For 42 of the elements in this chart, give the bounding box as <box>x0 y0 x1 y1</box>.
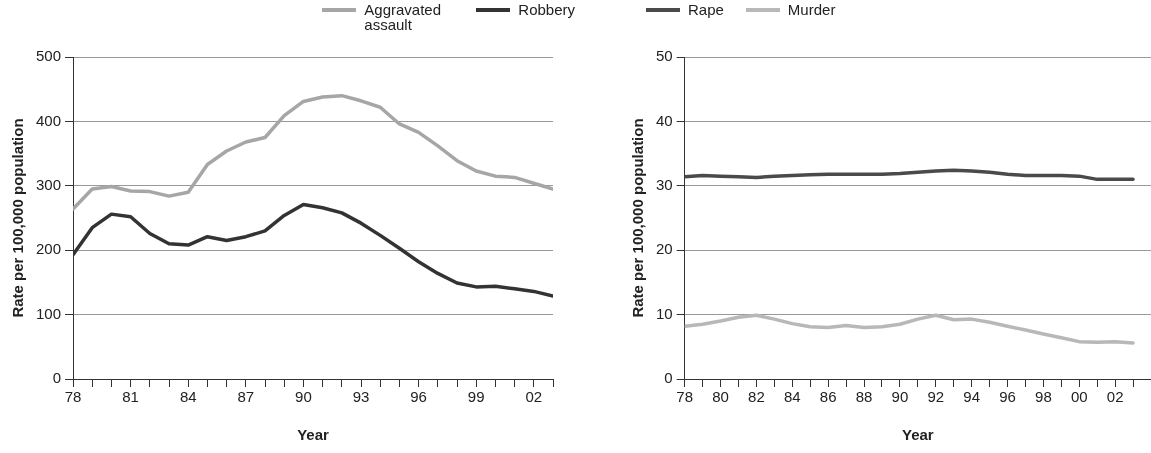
legend-label: Robbery <box>518 1 575 18</box>
y-tick-label: 0 <box>664 369 673 387</box>
x-tick-label: 94 <box>963 388 980 406</box>
x-axis-title: Year <box>901 426 934 444</box>
y-tick-label: 500 <box>36 47 62 65</box>
x-tick-label: 02 <box>1106 388 1124 406</box>
x-tick-label: 00 <box>1070 388 1088 406</box>
y-tick-label: 400 <box>36 111 62 129</box>
legend-label: Murder <box>787 1 836 18</box>
y-tick-label: 40 <box>656 111 673 129</box>
y-tick-label: 200 <box>36 240 62 258</box>
y-tick-label: 20 <box>656 240 673 258</box>
x-tick-label: 96 <box>410 388 427 406</box>
x-tick-label: 90 <box>295 388 312 406</box>
x-tick-label: 88 <box>855 388 873 406</box>
x-tick-label: 98 <box>1035 388 1052 406</box>
legend-label: Rape <box>688 1 724 18</box>
x-tick-label: 86 <box>819 388 837 406</box>
y-tick-label: 30 <box>656 175 673 193</box>
y-tick-label: 50 <box>656 47 673 65</box>
x-tick-label: 92 <box>927 388 945 406</box>
legend-label: Aggravated assault <box>364 1 443 33</box>
x-tick-label: 84 <box>179 388 197 406</box>
y-tick-label: 10 <box>656 304 673 322</box>
y-tick-label: 0 <box>52 369 62 387</box>
x-tick-label: 99 <box>467 388 485 406</box>
x-tick-label: 80 <box>712 388 729 406</box>
x-tick-label: 87 <box>237 388 255 406</box>
x-tick-label: 78 <box>676 388 694 406</box>
x-tick-label: 81 <box>122 388 139 406</box>
x-tick-label: 90 <box>891 388 909 406</box>
x-axis-title: Year <box>297 426 330 444</box>
x-tick-label: 84 <box>783 388 801 406</box>
x-tick-label: 82 <box>748 388 765 406</box>
y-axis-title: Rate per 100,000 population <box>629 118 647 318</box>
x-tick-label: 96 <box>999 388 1016 406</box>
y-tick-label: 300 <box>36 175 62 193</box>
x-tick-label: 02 <box>525 388 543 406</box>
x-tick-label: 78 <box>64 388 82 406</box>
y-tick-label: 100 <box>36 304 62 322</box>
x-tick-label: 93 <box>352 388 370 406</box>
y-axis-title: Rate per 100,000 population <box>9 118 27 318</box>
